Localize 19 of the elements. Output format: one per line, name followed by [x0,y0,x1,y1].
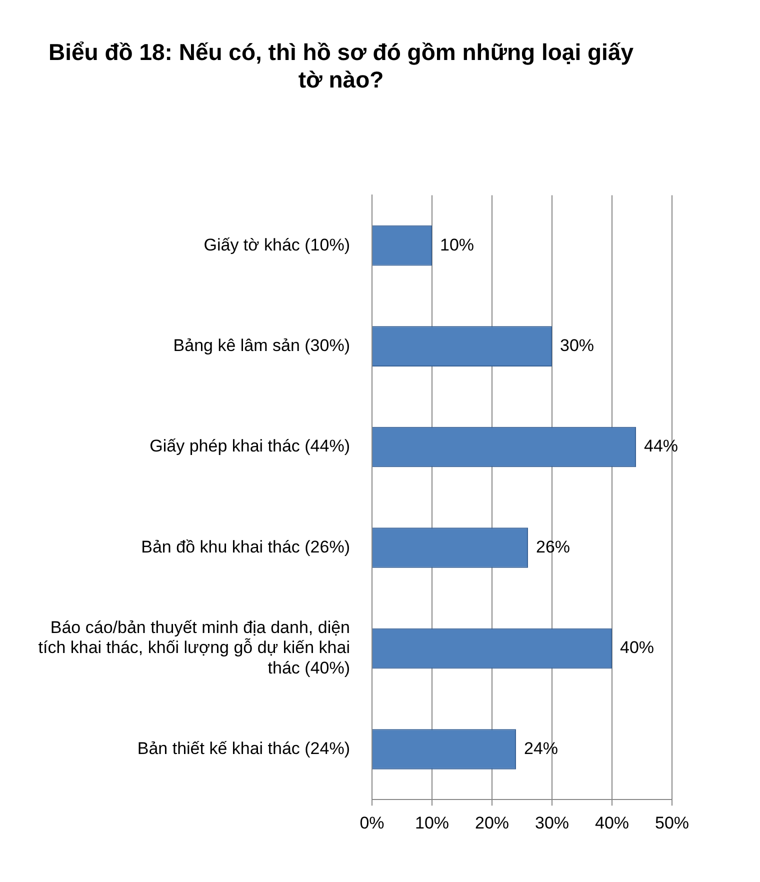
x-tick-label: 0% [360,813,384,832]
data-label: 26% [536,537,570,556]
y-tick-label: Bảng kê lâm sản (30%) [173,336,350,355]
data-label: 24% [524,738,558,758]
data-label: 44% [644,436,678,456]
data-label: 40% [620,638,654,658]
y-tick-label: Bản thiết kế khai thác (24%) [137,738,350,758]
x-tick-label: 40% [594,813,630,832]
data-label: 10% [440,235,474,254]
x-tick-label: 20% [474,813,510,832]
x-tick-label: 50% [654,813,690,832]
y-tick-label: Báo cáo/bản thuyết minh địa danh, diện tích khai thác, khối lượng gỗ dự kiến khai thác (40%) [38,618,350,678]
x-tick-label: 10% [414,813,450,832]
y-tick-label: Giấy phép khai thác (44%) [150,436,350,456]
y-tick-label: Bản đồ khu khai thác (26%) [141,537,350,556]
y-tick-label: Giấy tờ khác (10%) [204,235,350,254]
data-label: 30% [560,336,594,355]
chart-title: Biểu đồ 18: Nếu có, thì hồ sơ đó gồm những loại giấy tờ nào? [48,39,634,93]
x-tick-label: 30% [534,813,570,832]
